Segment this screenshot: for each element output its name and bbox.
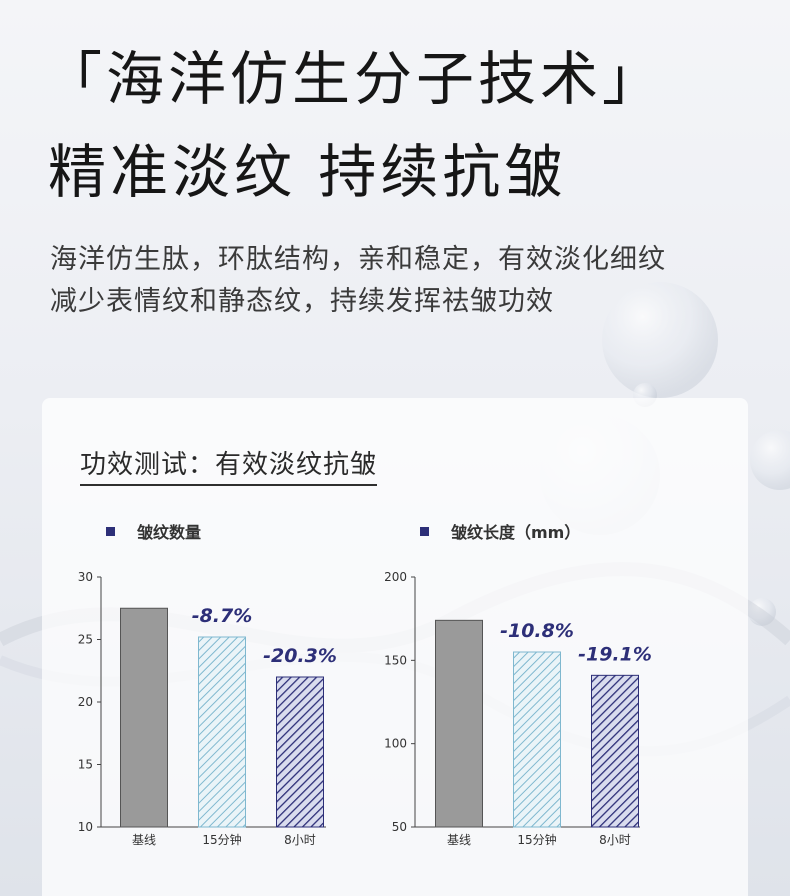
legend-swatch <box>106 527 115 536</box>
y-tick-label: 25 <box>78 633 93 647</box>
subline-line-2: 减少表情纹和静态纹，持续发挥祛皱功效 <box>50 286 554 317</box>
data-label: -8.7% <box>192 605 253 627</box>
bar-3 <box>591 674 639 828</box>
bubble-decoration <box>602 282 718 398</box>
x-tick-label: 15分钟 <box>202 832 241 847</box>
legend-wrinkle-count: 皱纹数量 <box>106 525 201 541</box>
y-tick-label: 15 <box>78 758 93 772</box>
x-tick-label: 15分钟 <box>517 832 556 847</box>
x-tick-label: 8小时 <box>599 833 631 847</box>
x-tick-label: 8小时 <box>284 833 316 847</box>
card-title: 功效测试：有效淡纹抗皱 <box>80 450 378 487</box>
legend-swatch <box>420 527 429 536</box>
headline-line-2: 精准淡纹 持续抗皱 <box>48 138 567 206</box>
bubble-decoration <box>750 430 790 490</box>
y-tick-label: 10 <box>78 820 93 834</box>
legend-label: 皱纹长度（mm） <box>451 523 581 542</box>
bubble-decoration <box>748 598 776 626</box>
y-tick-label: 100 <box>384 737 407 751</box>
data-label: -20.3% <box>263 645 337 667</box>
bar-2 <box>513 651 561 828</box>
x-tick-label: 基线 <box>132 833 156 847</box>
bar-1 <box>120 607 168 828</box>
y-tick-label: 30 <box>78 570 93 584</box>
y-tick-label: 50 <box>392 820 407 834</box>
x-tick-label: 基线 <box>447 833 471 847</box>
legend-wrinkle-length: 皱纹长度（mm） <box>420 525 580 541</box>
data-label: -19.1% <box>578 643 652 665</box>
headline-line-1: 「海洋仿生分子技术」 <box>44 45 665 113</box>
subline-line-1: 海洋仿生肽，环肽结构，亲和稳定，有效淡化细纹 <box>50 244 666 275</box>
bar-3 <box>276 676 324 828</box>
y-tick-label: 150 <box>384 653 407 667</box>
bar-2 <box>198 636 246 828</box>
y-tick-label: 20 <box>78 695 93 709</box>
data-label: -10.8% <box>500 620 574 642</box>
bar-1 <box>435 619 483 828</box>
legend-label: 皱纹数量 <box>137 523 202 542</box>
y-tick-label: 200 <box>384 570 407 584</box>
